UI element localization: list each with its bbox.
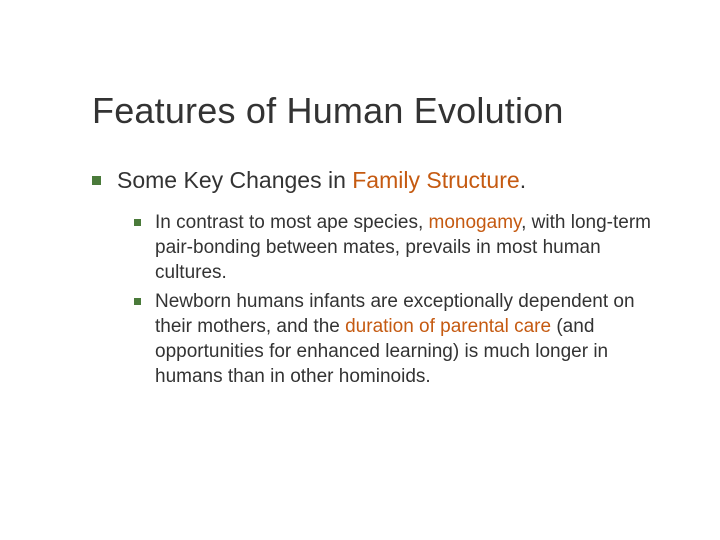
text-highlight: duration of parental care: [345, 316, 551, 337]
square-bullet-icon: [134, 298, 141, 305]
level1-highlight: Family Structure: [352, 167, 519, 193]
square-bullet-icon: [92, 176, 101, 185]
slide-container: Features of Human Evolution Some Key Cha…: [0, 0, 720, 540]
level2-container: In contrast to most ape species, monogam…: [134, 210, 660, 390]
level1-before: Some Key Changes in: [117, 167, 352, 193]
bullet-level2: In contrast to most ape species, monogam…: [134, 210, 660, 285]
level1-after: .: [520, 167, 526, 193]
text-highlight: monogamy: [429, 212, 522, 233]
square-bullet-icon: [134, 219, 141, 226]
slide-title: Features of Human Evolution: [92, 90, 660, 132]
text-part: In contrast to most ape species,: [155, 212, 429, 233]
level2-text-0: In contrast to most ape species, monogam…: [155, 210, 660, 285]
level2-text-1: Newborn humans infants are exceptionally…: [155, 289, 660, 389]
bullet-level1: Some Key Changes in Family Structure.: [92, 166, 660, 196]
bullet-level2: Newborn humans infants are exceptionally…: [134, 289, 660, 389]
level1-text: Some Key Changes in Family Structure.: [117, 166, 526, 196]
